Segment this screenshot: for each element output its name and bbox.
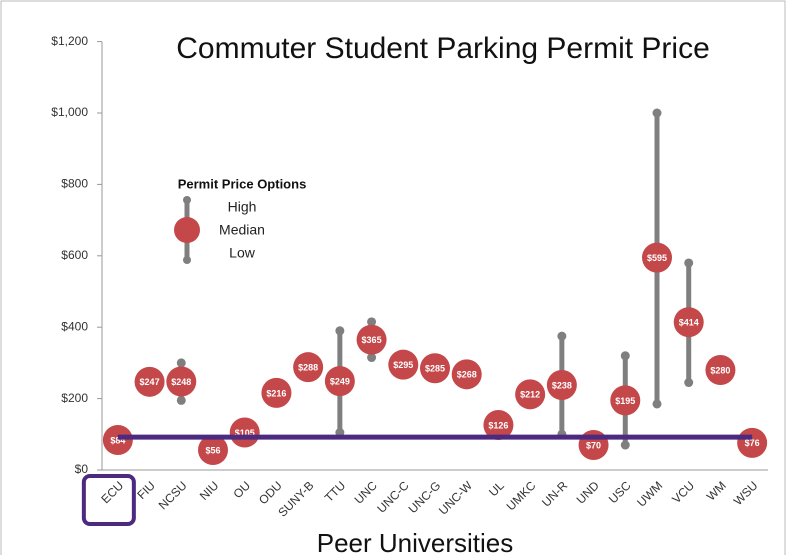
median-marker	[546, 370, 577, 401]
high-cap	[620, 351, 630, 361]
median-marker	[166, 366, 197, 397]
legend-title: Permit Price Options	[178, 176, 307, 191]
median-marker	[642, 242, 672, 273]
median-marker	[705, 355, 736, 386]
legend-label: Low	[229, 245, 256, 261]
legend-label: Median	[219, 222, 265, 238]
median-marker	[483, 410, 514, 441]
value-label: $238	[552, 380, 572, 390]
value-label: $216	[266, 388, 286, 398]
y-tick-label: $200	[61, 391, 88, 405]
high-cap	[335, 326, 345, 336]
median-marker	[388, 349, 419, 380]
median-marker	[198, 435, 228, 466]
high-cap	[176, 358, 186, 368]
y-tick-label: $1,200	[51, 34, 88, 48]
high-cap	[557, 331, 567, 341]
value-label: $56	[205, 445, 220, 455]
value-label: $76	[745, 438, 760, 448]
y-tick-label: $0	[75, 462, 89, 476]
y-tick-label: $800	[61, 177, 88, 191]
value-label: $285	[425, 364, 445, 374]
legend-high	[183, 196, 191, 204]
highlight-box	[81, 474, 136, 526]
value-label: $247	[140, 377, 160, 387]
legend-median	[174, 217, 200, 243]
legend-low	[183, 256, 191, 264]
high-cap	[367, 317, 377, 327]
value-label: $295	[393, 360, 413, 370]
median-marker	[515, 379, 546, 410]
median-marker	[610, 385, 641, 416]
median-marker	[324, 366, 355, 397]
median-marker	[673, 307, 704, 338]
value-label: $268	[457, 370, 477, 380]
median-marker	[229, 417, 260, 448]
median-marker	[293, 352, 324, 383]
value-label: $595	[647, 253, 667, 263]
low-cap	[176, 395, 186, 405]
value-label: $248	[171, 377, 191, 387]
median-marker	[451, 359, 482, 390]
median-marker	[134, 366, 165, 397]
y-tick-label: $1,000	[51, 105, 88, 119]
value-label: $212	[520, 390, 540, 400]
median-marker	[420, 353, 450, 384]
low-cap	[652, 399, 662, 409]
y-tick-label: $600	[61, 248, 88, 262]
high-cap	[652, 108, 662, 118]
value-label: $195	[615, 396, 635, 406]
value-label: $288	[298, 363, 318, 373]
y-tick-label: $400	[61, 319, 88, 333]
value-label: $365	[362, 335, 382, 345]
median-marker	[356, 324, 387, 355]
value-label: $84	[110, 435, 125, 445]
median-marker	[261, 377, 292, 408]
value-label: $414	[679, 318, 699, 328]
x-axis-label: Peer Universities	[317, 528, 514, 555]
value-label: $70	[586, 440, 601, 450]
legend-label: High	[228, 199, 257, 215]
value-label: $126	[488, 420, 508, 430]
low-cap	[684, 378, 694, 388]
value-label: $280	[710, 365, 730, 375]
median-marker	[102, 425, 133, 456]
value-label: $249	[330, 376, 350, 386]
high-cap	[684, 258, 694, 268]
low-cap	[367, 353, 377, 363]
low-cap	[620, 440, 630, 450]
value-label: $105	[235, 428, 255, 438]
chart-title: Commuter Student Parking Permit Price	[176, 32, 710, 65]
